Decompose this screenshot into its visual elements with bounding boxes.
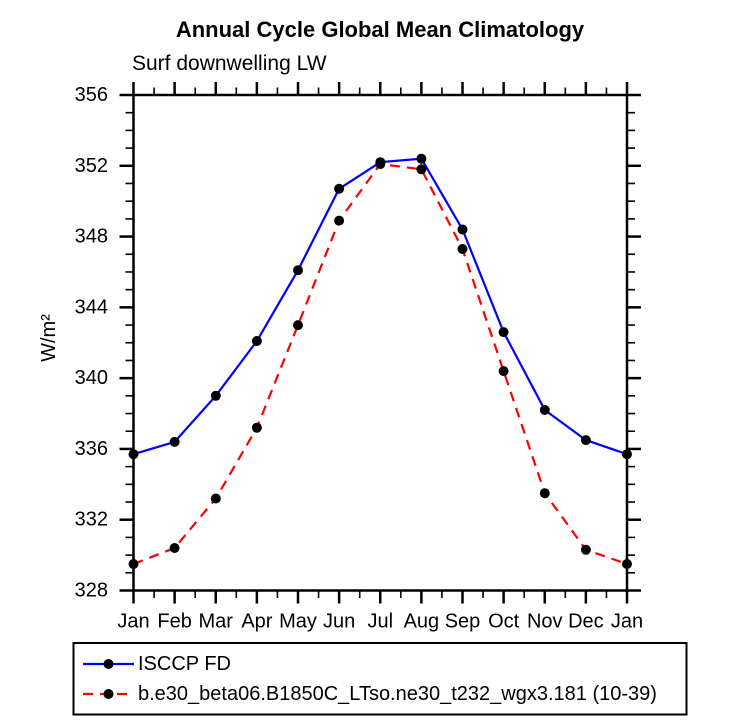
x-tick-label: Oct xyxy=(488,611,520,633)
series-line-2 xyxy=(133,162,628,566)
series-layer xyxy=(128,153,632,569)
data-point-series-1 xyxy=(293,265,303,276)
x-tick-label: Dec xyxy=(568,611,604,633)
x-tick-label: Sep xyxy=(445,611,481,633)
y-tick-label: 340 xyxy=(75,367,108,389)
y-tick-label: 348 xyxy=(75,226,108,248)
data-point-series-1 xyxy=(210,390,221,401)
data-point-series-1 xyxy=(416,153,427,164)
data-point-series-1 xyxy=(457,224,468,235)
data-point-series-1 xyxy=(539,405,550,415)
legend-label-series-1: ISCCP FD xyxy=(138,653,231,675)
x-tick-label: Jan xyxy=(117,611,149,633)
data-point-series-2 xyxy=(169,543,180,553)
data-point-series-2 xyxy=(498,366,509,377)
data-point-series-2 xyxy=(622,559,632,569)
x-tick-label: May xyxy=(279,611,317,633)
data-point-series-1 xyxy=(622,449,632,460)
legend-label-series-2: b.e30_beta06.B1850C_LTso.ne30_t232_wgx3.… xyxy=(138,683,657,705)
y-tick-label: 328 xyxy=(75,580,108,602)
chart-subtitle: Surf downwelling LW xyxy=(132,52,327,75)
data-point-series-2 xyxy=(539,488,550,499)
series-line-1 xyxy=(133,157,628,456)
data-point-series-2 xyxy=(375,159,386,169)
data-point-series-2 xyxy=(416,164,427,175)
data-point-series-2 xyxy=(251,422,262,433)
legend-box xyxy=(72,642,688,716)
chart-title: Annual Cycle Global Mean Climatology xyxy=(176,17,585,42)
data-point-series-2 xyxy=(128,559,139,569)
y-axis-title: W/m² xyxy=(38,314,60,362)
legend-marker-2 xyxy=(103,689,114,699)
x-tick-label: Jul xyxy=(367,611,393,633)
data-point-series-1 xyxy=(580,435,591,446)
legend-marker-1 xyxy=(103,659,114,669)
y-tick-label: 332 xyxy=(75,509,108,531)
data-point-series-2 xyxy=(334,215,345,226)
legend-layer xyxy=(72,642,688,716)
x-tick-label: Feb xyxy=(157,611,191,633)
data-point-series-1 xyxy=(251,336,262,346)
data-point-series-1 xyxy=(334,183,345,194)
y-tick-label: 336 xyxy=(75,438,108,460)
data-point-series-1 xyxy=(169,436,180,447)
x-tick-label: Aug xyxy=(404,611,440,633)
data-point-series-1 xyxy=(498,327,509,338)
data-point-series-2 xyxy=(580,544,591,555)
plot-frame xyxy=(132,93,629,592)
x-tick-label: Jun xyxy=(323,611,355,633)
axes-layer: 328 332 336 340 344 348 352 356 Jan Feb Mar Apr May J… xyxy=(75,82,643,633)
data-point-series-1 xyxy=(128,449,139,460)
y-tick-label: 356 xyxy=(75,84,108,106)
data-point-series-2 xyxy=(210,493,221,504)
y-tick-label: 352 xyxy=(75,155,108,177)
x-tick-label: Apr xyxy=(241,611,272,633)
data-point-series-2 xyxy=(293,320,303,331)
x-tick-label: Nov xyxy=(527,611,563,633)
data-point-series-2 xyxy=(457,244,468,254)
x-tick-label: Mar xyxy=(199,611,234,633)
x-tick-label: Jan xyxy=(611,611,643,633)
y-tick-label: 344 xyxy=(75,296,108,318)
